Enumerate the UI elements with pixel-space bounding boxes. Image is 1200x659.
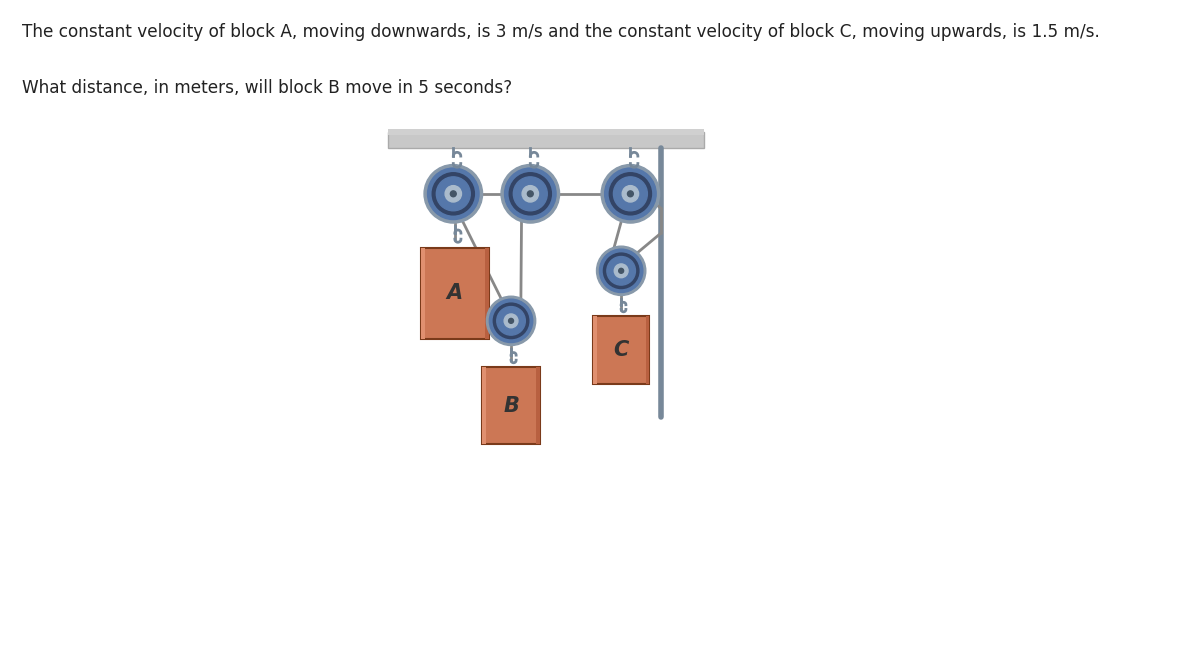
- Bar: [482, 367, 486, 444]
- Circle shape: [509, 173, 551, 215]
- Circle shape: [486, 296, 535, 345]
- Circle shape: [509, 318, 514, 324]
- Circle shape: [490, 299, 533, 343]
- Circle shape: [610, 173, 652, 215]
- Circle shape: [445, 186, 462, 202]
- Circle shape: [600, 249, 643, 293]
- Circle shape: [613, 177, 647, 211]
- Text: B: B: [503, 395, 518, 416]
- Bar: [421, 248, 425, 339]
- Bar: [421, 248, 488, 339]
- Circle shape: [427, 168, 479, 219]
- Bar: [536, 367, 540, 444]
- Bar: [388, 129, 703, 135]
- Circle shape: [514, 177, 547, 211]
- Circle shape: [497, 306, 526, 335]
- Circle shape: [437, 177, 470, 211]
- Bar: [594, 316, 649, 384]
- Circle shape: [424, 165, 482, 223]
- Bar: [388, 132, 703, 148]
- Text: A: A: [446, 283, 463, 303]
- Circle shape: [605, 168, 656, 219]
- Circle shape: [450, 191, 456, 197]
- Circle shape: [504, 168, 556, 219]
- Circle shape: [614, 264, 628, 277]
- Circle shape: [628, 191, 634, 197]
- Bar: [482, 367, 540, 444]
- Bar: [594, 316, 596, 384]
- Circle shape: [493, 303, 529, 339]
- Circle shape: [527, 191, 533, 197]
- Circle shape: [432, 173, 474, 215]
- Circle shape: [522, 186, 539, 202]
- Circle shape: [601, 165, 660, 223]
- Bar: [485, 248, 488, 339]
- Circle shape: [504, 314, 518, 328]
- Bar: [646, 316, 649, 384]
- Circle shape: [502, 165, 559, 223]
- Circle shape: [596, 246, 646, 295]
- Circle shape: [607, 256, 636, 285]
- Circle shape: [623, 186, 638, 202]
- Text: The constant velocity of block A, moving downwards, is 3 m/s and the constant ve: The constant velocity of block A, moving…: [22, 23, 1099, 41]
- Circle shape: [604, 253, 638, 289]
- Text: What distance, in meters, will block B move in 5 seconds?: What distance, in meters, will block B m…: [22, 79, 511, 97]
- Text: C: C: [613, 340, 629, 360]
- Circle shape: [619, 268, 624, 273]
